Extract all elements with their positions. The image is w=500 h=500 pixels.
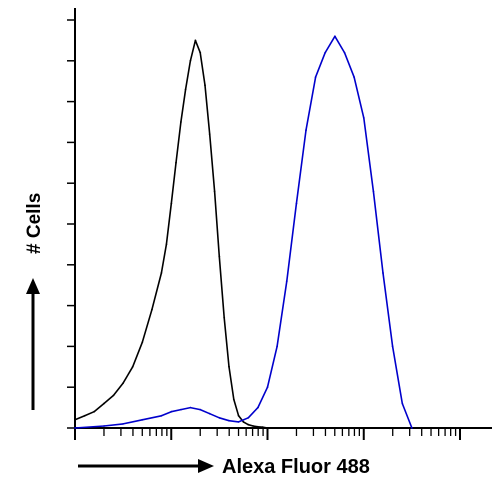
series-1-point: [261, 426, 264, 429]
series-1-point: [266, 427, 269, 429]
series-2-point: [257, 406, 259, 409]
series-2-point: [295, 202, 298, 205]
series-2-point: [208, 412, 211, 415]
series-2-point: [228, 419, 230, 422]
series-1-point: [213, 190, 216, 193]
series-1-point: [194, 39, 197, 42]
series-1-point: [237, 414, 240, 417]
series-1-line: [74, 39, 268, 429]
series-1-point: [151, 308, 153, 311]
y-axis-label-group: # Cells: [24, 193, 45, 410]
series-1-point: [223, 316, 226, 319]
series-2-line: [74, 35, 413, 429]
series-2-point: [247, 416, 250, 419]
series-2-point: [266, 386, 269, 389]
series-1-point: [208, 133, 211, 136]
series-1-point: [141, 341, 144, 344]
series-2-point: [305, 129, 307, 132]
series-1-point: [83, 414, 86, 417]
series-1-point: [170, 202, 173, 205]
series-1-point: [232, 398, 235, 401]
series-1-point: [175, 161, 177, 164]
series-1-point: [165, 243, 168, 246]
series-1-point: [247, 423, 250, 426]
axes: [67, 8, 492, 440]
series-2-point: [324, 51, 327, 54]
series-2-point: [218, 416, 221, 419]
series-2-point: [401, 402, 404, 405]
series-1-point: [242, 421, 245, 423]
series-2-point: [189, 406, 192, 409]
x-axis-label-group: Alexa Fluor 488: [78, 456, 370, 478]
series-1-point: [184, 88, 187, 91]
series-1-point: [112, 394, 115, 397]
series-2-point: [122, 423, 124, 425]
series-2-point: [353, 76, 355, 78]
series-1-point: [122, 382, 124, 384]
series-1-point: [218, 255, 221, 258]
series-1-point: [252, 425, 255, 427]
series-2-point: [141, 418, 144, 421]
series-1-point: [189, 59, 192, 62]
series-2-point: [199, 408, 202, 411]
y-axis-label: # Cells: [24, 193, 45, 254]
series-2-point: [362, 117, 365, 119]
series-1-point: [103, 402, 105, 405]
series-2-point: [170, 410, 173, 413]
series-1-point: [131, 365, 134, 368]
series-1-point: [93, 410, 95, 413]
series-layer: [74, 35, 413, 429]
y-axis-arrow-head: [26, 278, 40, 294]
series-2-point: [237, 421, 240, 423]
series-2-point: [160, 414, 163, 417]
series-1-point: [228, 365, 230, 368]
series-2-point: [74, 427, 76, 429]
series-1-point: [204, 84, 206, 87]
series-2-point: [372, 190, 375, 193]
series-1-point: [74, 418, 76, 421]
x-axis-arrow-head: [198, 459, 214, 473]
series-2-point: [314, 76, 317, 78]
series-2-point: [391, 345, 394, 348]
series-1-point: [180, 121, 182, 123]
y-ticks: [67, 19, 75, 429]
series-2-point: [276, 345, 278, 348]
series-2-point: [180, 408, 182, 411]
series-2-point: [382, 272, 384, 274]
series-2-point: [285, 280, 288, 282]
series-1-point: [257, 425, 259, 428]
series-2-point: [334, 35, 336, 38]
series-2-point: [103, 425, 105, 427]
series-1-point: [199, 51, 202, 54]
x-axis-label: Alexa Fluor 488: [222, 456, 370, 478]
series-2-point: [343, 51, 346, 54]
series-2-point: [411, 427, 413, 429]
x-ticks: [74, 428, 461, 440]
series-1-point: [160, 272, 163, 274]
